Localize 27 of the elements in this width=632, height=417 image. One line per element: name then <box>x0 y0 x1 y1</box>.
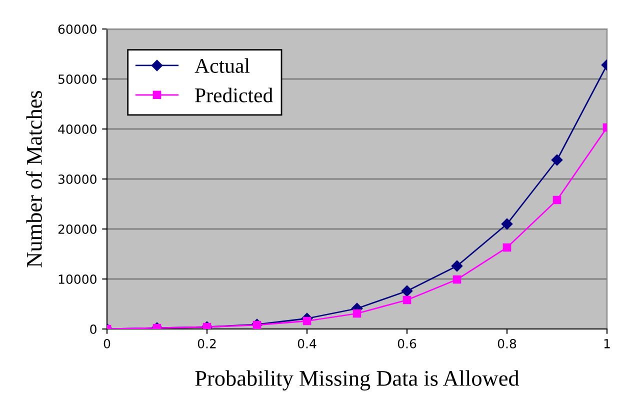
y-tick-label: 10000 <box>58 274 96 284</box>
point <box>401 285 413 297</box>
x-tick-label: 1 <box>604 339 610 348</box>
y-tick-label: 30000 <box>58 174 96 184</box>
x-tick-label: 0 <box>104 338 110 348</box>
y-axis-title: Number of Matches <box>26 90 42 268</box>
legend-label: Actual <box>194 58 250 73</box>
point <box>402 296 412 304</box>
y-tick-label: 40000 <box>58 124 96 134</box>
point <box>302 316 312 326</box>
x-axis-title: Probability Missing Data is Allowed <box>195 370 520 390</box>
x-tick-label: 0.4 <box>298 338 316 348</box>
x-tick-label: 0.2 <box>198 338 216 348</box>
y-tick-label: 50000 <box>58 74 96 84</box>
x-tick-label: 0.6 <box>398 338 416 348</box>
point <box>501 218 513 230</box>
legend-label: Predicted <box>195 88 273 102</box>
point <box>451 260 463 272</box>
point <box>552 196 562 204</box>
x-tick-label: 0.8 <box>498 338 516 348</box>
y-tick-label: 0 <box>90 324 96 334</box>
point <box>352 309 362 318</box>
y-tick-label: 20000 <box>58 224 96 234</box>
y-tick-label: 60000 <box>58 24 96 34</box>
point <box>551 154 563 166</box>
point <box>452 275 462 284</box>
point <box>502 243 512 252</box>
